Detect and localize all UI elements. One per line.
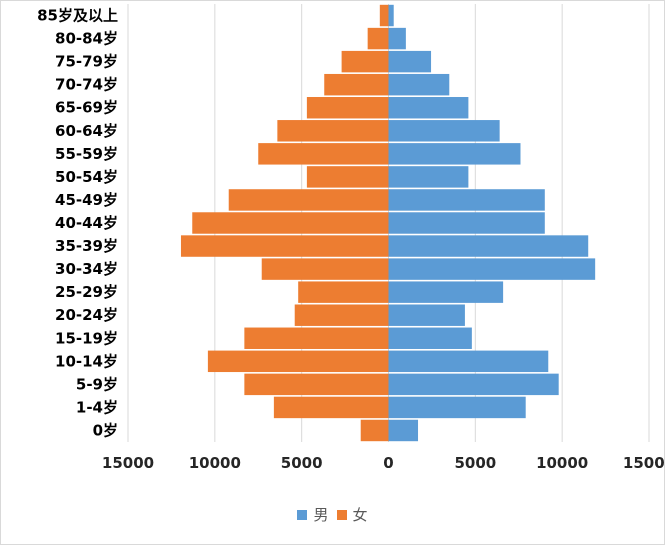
bar-male-5: [388, 120, 500, 142]
category-label-6: 55-59岁: [55, 145, 118, 163]
bar-female-4: [306, 97, 389, 119]
bar-female-17: [273, 396, 389, 419]
bar-male-14: [388, 327, 472, 349]
bar-female-12: [298, 281, 389, 303]
bar-male-17: [388, 396, 526, 419]
category-label-17: 1-4岁: [76, 398, 118, 416]
x-tick-label-2: 5000: [281, 454, 323, 472]
category-label-10: 35-39岁: [55, 237, 118, 255]
category-label-2: 75-79岁: [55, 53, 118, 71]
x-tick-labels: 15000 10000 5000 0 5000 10000 15000: [102, 454, 664, 472]
legend-item-female: 女: [336, 504, 368, 525]
legend-label-female: 女: [352, 506, 368, 524]
bar-male-11: [388, 258, 596, 280]
x-tick-label-0: 15000: [102, 454, 154, 472]
bar-female-2: [341, 50, 389, 73]
bar-male-3: [388, 73, 450, 96]
bar-female-13: [294, 304, 389, 326]
bar-female-11: [261, 258, 389, 280]
category-label-7: 50-54岁: [55, 168, 118, 186]
bar-female-9: [192, 212, 389, 234]
bar-female-8: [228, 189, 389, 211]
bar-female-16: [244, 373, 389, 396]
category-label-4: 65-69岁: [55, 99, 118, 117]
x-tick-label-4: 5000: [454, 454, 496, 472]
category-label-13: 20-24岁: [55, 306, 118, 324]
x-tick-label-6: 15000: [623, 454, 664, 472]
category-label-9: 40-44岁: [55, 214, 118, 232]
bar-male-13: [388, 304, 465, 326]
bar-male-6: [388, 143, 521, 165]
x-tick-label-3: 0: [383, 454, 393, 472]
legend-swatch-female: [336, 509, 347, 520]
category-label-1: 80-84岁: [55, 30, 118, 48]
bar-male-18: [388, 419, 419, 442]
category-label-3: 70-74岁: [55, 76, 118, 94]
x-tick-label-5: 10000: [536, 454, 588, 472]
pyramid-chart: 85岁及以上 80-84岁 75-79岁 70-74岁 65-69岁 60-64岁 55-5…: [37, 4, 664, 472]
legend-label-male: 男: [313, 506, 329, 524]
legend-swatch-male: [297, 509, 308, 520]
category-label-16: 5-9岁: [76, 375, 118, 393]
category-label-12: 25-29岁: [55, 283, 118, 301]
bar-female-10: [180, 235, 389, 257]
bar-male-2: [388, 50, 432, 73]
bar-male-8: [388, 189, 545, 211]
category-label-18: 0岁: [93, 421, 118, 439]
bar-female-7: [306, 166, 389, 188]
bar-female-14: [244, 327, 389, 349]
bars: [180, 4, 596, 442]
bar-male-16: [388, 373, 559, 396]
legend: 男 女: [1, 504, 664, 525]
bar-male-9: [388, 212, 545, 234]
category-label-11: 30-34岁: [55, 260, 118, 278]
category-labels: 85岁及以上 80-84岁 75-79岁 70-74岁 65-69岁 60-64岁 55-5…: [37, 7, 118, 440]
bar-female-5: [277, 120, 389, 142]
category-label-14: 15-19岁: [55, 329, 118, 347]
legend-item-male: 男: [297, 504, 329, 525]
bar-female-6: [258, 143, 389, 165]
bar-female-3: [324, 73, 389, 96]
bar-male-15: [388, 350, 549, 373]
category-label-8: 45-49岁: [55, 191, 118, 209]
bar-male-10: [388, 235, 589, 257]
bar-male-4: [388, 97, 469, 119]
bar-male-0: [388, 4, 394, 27]
bar-female-1: [367, 27, 389, 50]
category-label-0: 85岁及以上: [37, 7, 118, 25]
bar-male-7: [388, 166, 469, 188]
bar-male-1: [388, 27, 406, 50]
bar-female-15: [207, 350, 389, 373]
category-label-5: 60-64岁: [55, 122, 118, 140]
bar-female-0: [379, 4, 389, 27]
x-tick-label-1: 10000: [189, 454, 241, 472]
bar-male-12: [388, 281, 504, 303]
bar-female-18: [360, 419, 389, 442]
category-label-15: 10-14岁: [55, 352, 118, 370]
